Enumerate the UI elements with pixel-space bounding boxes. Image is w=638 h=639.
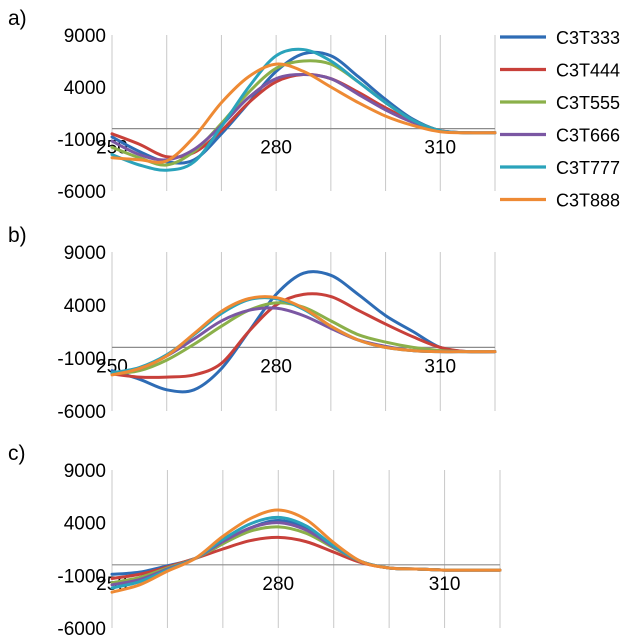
y-tick-label: 4000 [64, 296, 106, 317]
y-tick-label: 9000 [64, 461, 106, 482]
legend-entry-label: C3T555 [556, 93, 620, 113]
panel-label: a) [8, 7, 27, 30]
y-tick-label: 4000 [64, 78, 106, 99]
y-tick-label: 9000 [64, 26, 106, 47]
panel-label: c) [8, 442, 26, 465]
x-tick-label: 310 [429, 574, 461, 595]
y-tick-label: 9000 [64, 243, 106, 264]
y-tick-label: -6000 [57, 402, 106, 423]
series-line-C3T888 [110, 62, 497, 164]
series-line-C3T444 [110, 292, 497, 379]
legend-entry-label: C3T444 [556, 61, 620, 81]
legend-entry-label: C3T777 [556, 158, 620, 178]
x-tick-label: 310 [424, 138, 456, 159]
series-line-C3T444 [110, 535, 502, 580]
series-line-C3T888 [110, 508, 502, 594]
y-tick-label: -1000 [57, 349, 106, 370]
x-tick-label: 280 [260, 138, 292, 159]
legend-entry-label: C3T666 [556, 126, 620, 146]
y-tick-label: 4000 [64, 514, 106, 535]
y-tick-label: -6000 [57, 182, 106, 203]
legend-entry-label: C3T888 [556, 191, 620, 211]
x-tick-label: 280 [262, 574, 294, 595]
series-line-C3T888 [110, 295, 497, 377]
legend: C3T333 C3T444 C3T555 C3T666 C3T777 C3T888 [500, 28, 620, 211]
y-tick-label: -1000 [57, 130, 106, 151]
panel-label: b) [8, 224, 27, 247]
x-tick-label: 280 [260, 356, 292, 377]
x-tick-label: 310 [424, 356, 456, 377]
series-line-C3T777 [110, 47, 497, 172]
y-tick-label: -6000 [57, 619, 106, 639]
legend-entry-label: C3T333 [556, 28, 620, 48]
y-tick-label: -1000 [57, 566, 106, 587]
